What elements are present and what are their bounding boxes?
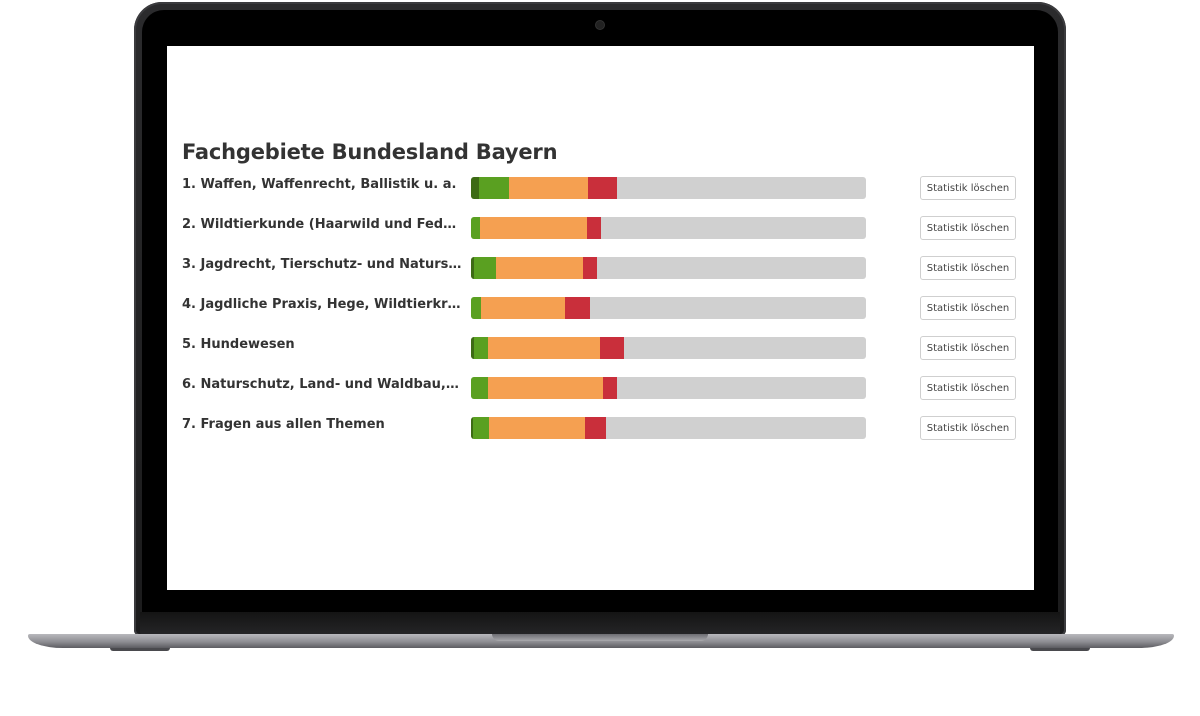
topic-label[interactable]: 3. Jagdrecht, Tierschutz- und Naturschut… — [182, 257, 462, 272]
laptop-foot-left — [110, 648, 170, 651]
topic-label[interactable]: 4. Jagdliche Praxis, Hege, Wildtierkrank… — [182, 297, 462, 312]
progress-segment-perfect — [471, 257, 474, 279]
topic-progress-bar — [471, 297, 866, 319]
progress-segment-medium — [487, 377, 603, 399]
topic-row: 3. Jagdrecht, Tierschutz- und Naturschut… — [167, 254, 1034, 280]
laptop-base — [28, 634, 1174, 648]
progress-segment-medium — [495, 257, 583, 279]
page-title: Fachgebiete Bundesland Bayern — [182, 140, 558, 164]
app-screen: Fachgebiete Bundesland Bayern 1. Waffen,… — [167, 46, 1034, 590]
progress-segment-good — [471, 377, 488, 399]
progress-segment-medium — [487, 337, 600, 359]
clear-statistics-button[interactable]: Statistik löschen — [920, 176, 1016, 200]
progress-segment-bad — [586, 217, 602, 239]
topic-progress-bar — [471, 417, 866, 439]
progress-segment-bad — [587, 177, 617, 199]
topic-row: 1. Waffen, Waffenrecht, Ballistik u. a. … — [167, 174, 1034, 200]
topic-row: 7. Fragen aus allen Themen Statistik lös… — [167, 414, 1034, 440]
topic-progress-bar — [471, 337, 866, 359]
progress-segment-medium — [489, 417, 586, 439]
topic-label[interactable]: 1. Waffen, Waffenrecht, Ballistik u. a. — [182, 177, 457, 192]
screen-chin — [140, 612, 1060, 636]
progress-segment-bad — [599, 337, 624, 359]
topic-row: 2. Wildtierkunde (Haarwild und Federwil.… — [167, 214, 1034, 240]
topic-progress-bar — [471, 177, 866, 199]
progress-segment-bad — [582, 257, 598, 279]
topic-row: 6. Naturschutz, Land- und Waldbau, Wild.… — [167, 374, 1034, 400]
progress-segment-bad — [565, 297, 591, 319]
clear-statistics-button[interactable]: Statistik löschen — [920, 256, 1016, 280]
topic-label[interactable]: 6. Naturschutz, Land- und Waldbau, Wild.… — [182, 377, 462, 392]
progress-segment-good — [471, 297, 481, 319]
clear-statistics-button[interactable]: Statistik löschen — [920, 296, 1016, 320]
laptop-notch — [492, 634, 708, 641]
topic-row: 5. Hundewesen Statistik löschen — [167, 334, 1034, 360]
progress-segment-perfect — [471, 417, 473, 439]
clear-statistics-button[interactable]: Statistik löschen — [920, 416, 1016, 440]
progress-segment-good — [473, 337, 488, 359]
progress-segment-good — [472, 417, 490, 439]
topic-progress-bar — [471, 377, 866, 399]
progress-segment-good — [473, 257, 496, 279]
clear-statistics-button[interactable]: Statistik löschen — [920, 336, 1016, 360]
topic-label[interactable]: 5. Hundewesen — [182, 337, 295, 352]
progress-segment-good — [471, 217, 481, 239]
topic-label[interactable]: 2. Wildtierkunde (Haarwild und Federwil.… — [182, 217, 462, 232]
clear-statistics-button[interactable]: Statistik löschen — [920, 376, 1016, 400]
progress-segment-bad — [602, 377, 617, 399]
camera-icon — [596, 21, 604, 29]
progress-segment-perfect — [471, 337, 474, 359]
topic-label[interactable]: 7. Fragen aus allen Themen — [182, 417, 385, 432]
progress-segment-medium — [508, 177, 588, 199]
progress-segment-good — [478, 177, 509, 199]
progress-segment-bad — [585, 417, 607, 439]
topic-progress-bar — [471, 217, 866, 239]
topic-row: 4. Jagdliche Praxis, Hege, Wildtierkrank… — [167, 294, 1034, 320]
topic-progress-bar — [471, 257, 866, 279]
progress-segment-medium — [480, 297, 565, 319]
progress-segment-medium — [480, 217, 587, 239]
clear-statistics-button[interactable]: Statistik löschen — [920, 216, 1016, 240]
progress-segment-perfect — [471, 177, 479, 199]
laptop-foot-right — [1030, 648, 1090, 651]
